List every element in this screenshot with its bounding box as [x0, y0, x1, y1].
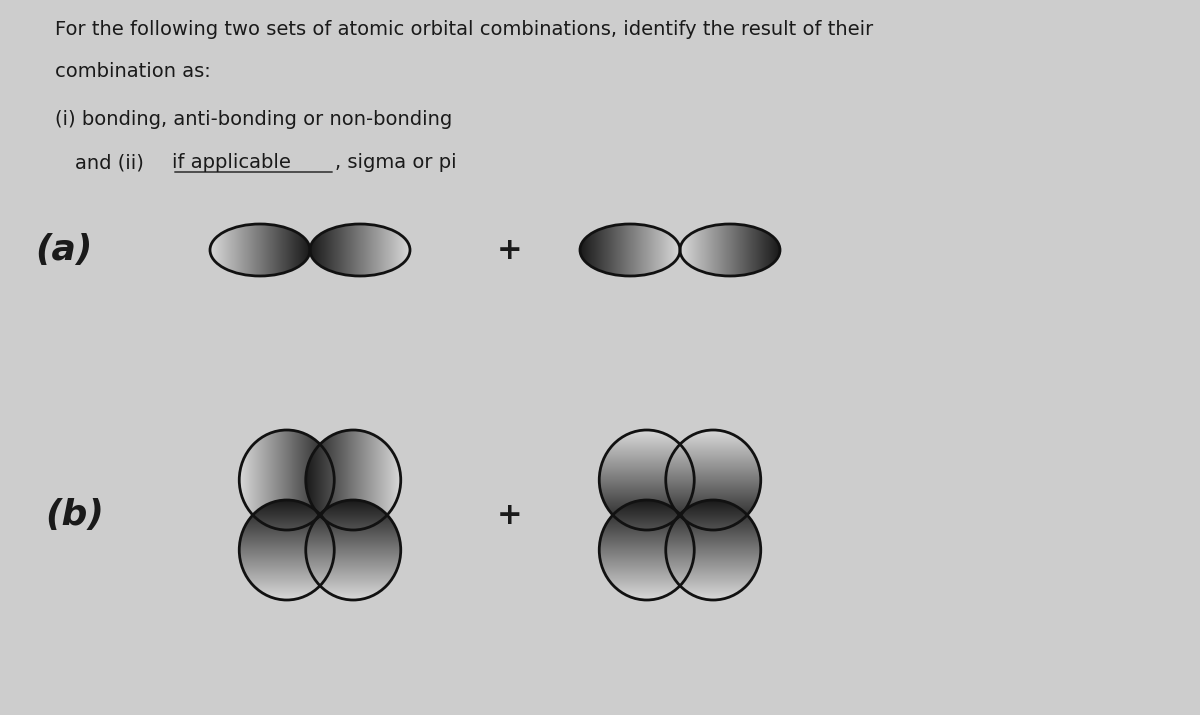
Text: For the following two sets of atomic orbital combinations, identify the result o: For the following two sets of atomic orb… — [55, 20, 874, 39]
Text: combination as:: combination as: — [55, 62, 211, 81]
Text: (i) bonding, anti-bonding or non-bonding: (i) bonding, anti-bonding or non-bonding — [55, 110, 452, 129]
Text: (a): (a) — [35, 233, 92, 267]
Text: +: + — [497, 235, 523, 265]
Text: if applicable: if applicable — [172, 153, 290, 172]
Text: and (ii): and (ii) — [74, 153, 150, 172]
Text: (b): (b) — [46, 498, 104, 532]
Text: , sigma or pi: , sigma or pi — [335, 153, 457, 172]
Text: +: + — [497, 500, 523, 530]
